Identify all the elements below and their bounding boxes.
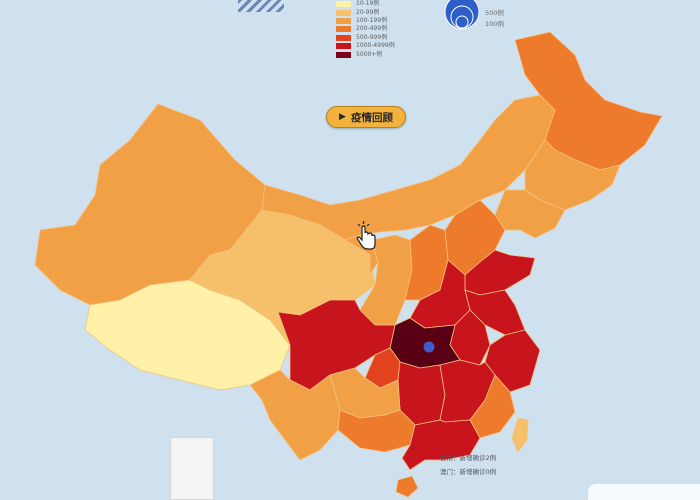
legend-swatch [336,17,351,24]
bubble-size-legend: 500例 100例 [436,0,526,32]
legend-label: 20-99例 [356,8,380,16]
legend-item[interactable]: 20-99例 [336,8,416,16]
region-tibet[interactable] [84,279,291,391]
hongkong-note: 香港：新增确诊2例 [440,454,497,462]
striped-legend-swatch [238,0,284,12]
legend-swatch [336,51,351,58]
region-jiangsu[interactable] [464,289,526,336]
wuhan-marker[interactable] [423,341,435,353]
legend-label: 100-199例 [356,16,388,24]
legend-item[interactable]: 1000-4999例 [336,42,416,50]
legend-item[interactable]: 200-499例 [336,25,416,33]
legend-swatch [336,34,351,41]
south-china-sea-inset [170,437,214,500]
epidemic-review-label: 疫情回顾 [350,111,393,124]
case-count-legend: 10-19例 20-99例 100-199例 200-499例 500-999例… [336,0,416,59]
region-yunnan[interactable] [249,369,341,461]
legend-item[interactable]: 5000+例 [336,50,416,58]
region-hainan[interactable] [395,475,419,498]
hand-pointer-icon [352,220,378,252]
epidemic-review-button[interactable]: ▶ 疫情回顾 [326,106,406,128]
legend-label: 10-19例 [356,0,380,8]
legend-swatch [336,9,351,16]
region-guangdong[interactable] [401,419,481,471]
legend-swatch [336,26,351,33]
legend-item[interactable]: 100-199例 [336,17,416,25]
legend-label: 500-999例 [356,33,388,41]
legend-swatch [336,1,351,8]
legend-swatch [336,43,351,50]
region-guangxi[interactable] [337,409,416,453]
watermark [588,484,700,500]
legend-item[interactable]: 500-999例 [336,34,416,42]
macau-note: 澳门：新增确诊0例 [440,468,497,476]
play-icon: ▶ [339,112,346,122]
bubble-legend-graphic [444,0,480,30]
bubble-small [455,15,469,29]
legend-label: 200-499例 [356,25,388,33]
bubble-label-500: 500例 [485,9,504,17]
legend-item[interactable]: 10-19例 [336,0,416,8]
bubble-label-100: 100例 [485,20,504,28]
legend-label: 5000+例 [356,50,383,58]
region-taiwan[interactable] [511,417,529,453]
legend-label: 1000-4999例 [356,42,395,50]
region-jilin[interactable] [524,139,621,211]
